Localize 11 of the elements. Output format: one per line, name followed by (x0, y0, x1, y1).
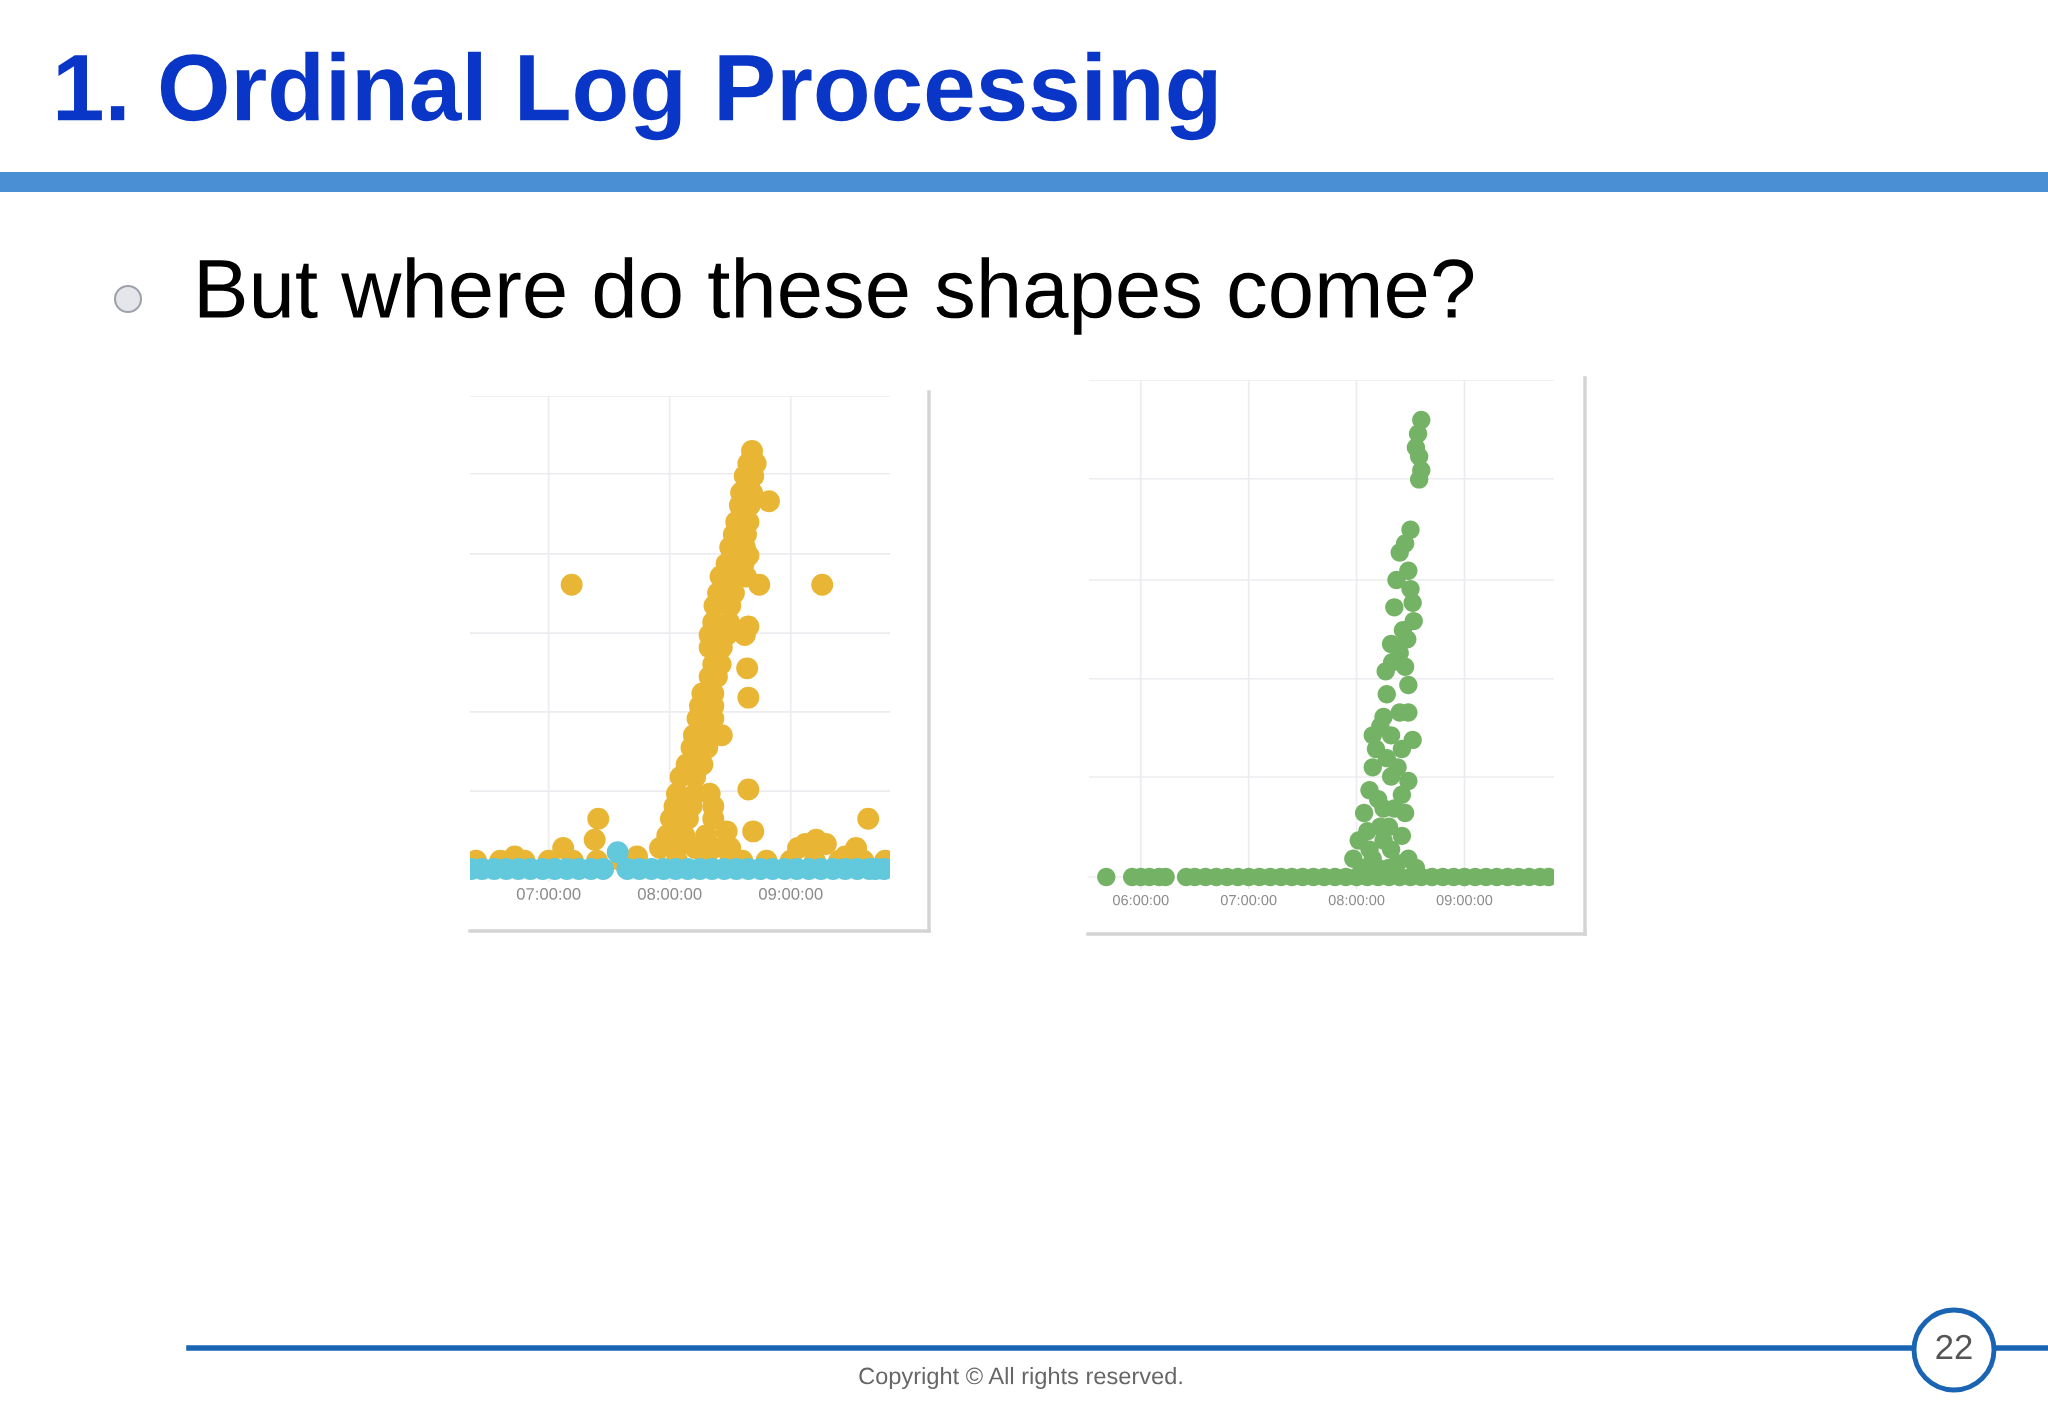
text: 22 (1936, 1334, 1972, 1359)
x-tick-label: 06:00:00 (1112, 894, 1169, 906)
text: Copyright © All rights reserved. (859, 1366, 1182, 1390)
x-tick-label: 08:00:00 (1328, 894, 1385, 906)
x-tick-label: 07:00:00 (516, 888, 581, 900)
x-tick-label: 09:00:00 (1436, 894, 1493, 906)
x-tick-label: 08:00:00 (637, 888, 702, 900)
x-tick-label: 09:00:00 (758, 888, 823, 900)
chart-subtitle: But where do these shapes come? (199, 257, 1474, 335)
chart-title: 1. Ordinal Log Processing (57, 51, 1216, 141)
x-tick-label: 07:00:00 (1220, 894, 1277, 906)
